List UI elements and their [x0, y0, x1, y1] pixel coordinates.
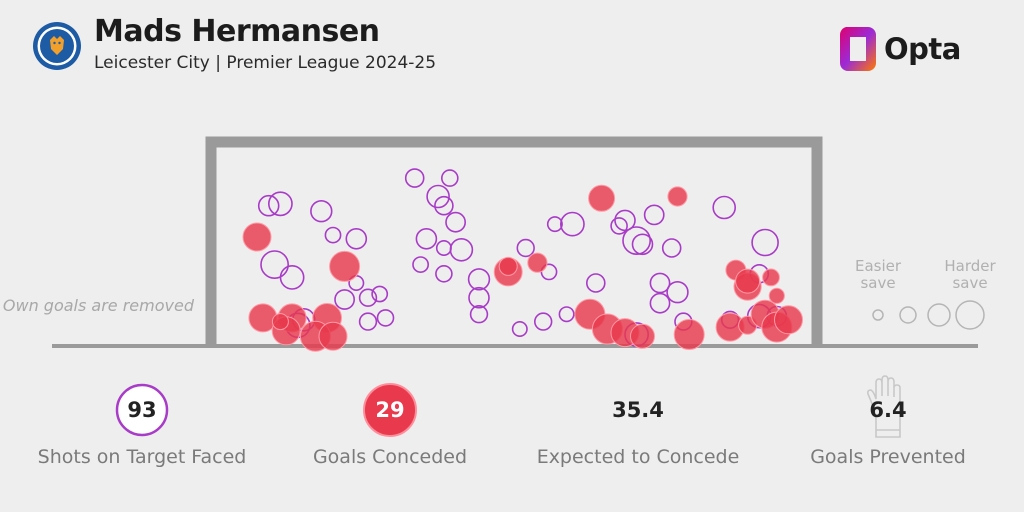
saved-shot-point — [468, 286, 490, 309]
saved-shot-point — [712, 195, 737, 220]
shots-on-target-value: 93 — [127, 398, 157, 422]
opta-brand: Opta — [838, 24, 961, 74]
goal-frame — [205, 136, 823, 346]
saved-shot-point — [585, 273, 606, 293]
goals-prevented-value: 6.4 — [869, 398, 907, 422]
saved-shot-point — [440, 169, 459, 187]
saved-shot-point — [415, 228, 438, 250]
saved-shot-point — [371, 285, 389, 303]
goal-shot-point — [242, 222, 272, 252]
saved-shot-point — [412, 256, 429, 273]
saved-shot-point — [449, 238, 474, 262]
goals-conceded-value: 29 — [375, 398, 405, 422]
goal-shot-point — [768, 287, 785, 304]
saved-shot-point — [435, 240, 452, 257]
legend-size-1 — [872, 309, 884, 321]
goal-shot-point — [588, 184, 616, 212]
goal-shot-point — [271, 313, 289, 331]
saved-shot-point — [426, 184, 450, 209]
goal-shot-point — [667, 186, 688, 207]
legend-easier-label: Easier save — [855, 257, 902, 292]
goal-shot-point — [735, 268, 761, 294]
saved-shot-point — [334, 289, 356, 310]
saved-shot-point — [649, 292, 671, 314]
legend-size-2 — [899, 306, 917, 324]
saved-shot-point — [533, 312, 553, 331]
goal-shot-point — [527, 252, 548, 273]
saved-shot-point — [404, 168, 425, 188]
shots-on-target-ring — [115, 383, 169, 437]
saved-shot-point — [661, 238, 682, 258]
saved-shot-point — [610, 217, 628, 235]
opta-wordmark: Opta — [884, 32, 961, 66]
saved-shot-point — [631, 233, 654, 256]
saved-shot-point — [511, 320, 528, 337]
page-subtitle: Leicester City | Premier League 2024-25 — [94, 53, 437, 73]
saved-shot-point — [434, 195, 454, 216]
saved-shot-point — [469, 305, 489, 324]
saved-shot-point — [279, 264, 305, 290]
goals-conceded-label: Goals Conceded — [312, 446, 468, 468]
goal-shot-point — [762, 268, 780, 287]
page-title: Mads Hermansen — [94, 14, 380, 49]
legend-size-3 — [927, 303, 951, 327]
saved-shot-point — [560, 211, 585, 237]
saved-shot-point — [257, 194, 280, 217]
goal-shot-point — [630, 323, 655, 349]
saved-shot-point — [558, 306, 575, 323]
opta-logo-icon — [839, 27, 876, 71]
goal-shot-point — [318, 321, 348, 351]
saved-shot-point — [267, 191, 293, 217]
saved-shot-point — [622, 226, 652, 256]
saved-shot-point — [445, 211, 467, 233]
legend-harder-label: Harder save — [944, 257, 996, 292]
shots-on-target-label: Shots on Target Faced — [37, 446, 247, 468]
saved-shot-point — [310, 200, 333, 223]
goal-shot-point — [774, 305, 803, 335]
goal-shot-point — [329, 250, 361, 282]
saved-shot-point — [324, 226, 342, 244]
saved-shot-point — [358, 288, 378, 307]
saved-shot-point — [358, 312, 378, 331]
saved-shot-point — [546, 216, 563, 233]
goals-conceded-disc — [363, 383, 417, 437]
leicester-city-crest-icon — [33, 22, 81, 70]
saved-shot-point — [516, 238, 535, 258]
shots-layer — [242, 168, 803, 352]
saved-shot-point — [643, 204, 665, 226]
expected-to-concede-label: Expected to Concede — [536, 446, 740, 468]
goals-prevented-label: Goals Prevented — [810, 446, 966, 468]
goal-shot-point — [673, 319, 705, 350]
legend-size-4 — [955, 300, 985, 330]
saved-shot-point — [649, 272, 671, 294]
saved-shot-point — [435, 264, 453, 283]
own-goals-note: Own goals are removed — [3, 296, 195, 315]
expected-to-concede-value: 35.4 — [612, 398, 664, 422]
saved-shot-point — [467, 268, 491, 291]
saved-shot-point — [376, 309, 395, 327]
saved-shot-point — [260, 250, 290, 280]
saved-shot-point — [666, 281, 689, 304]
saved-shot-point — [345, 228, 368, 250]
goal-shot-point — [498, 256, 518, 276]
saved-shot-point — [751, 228, 779, 257]
goalkeeper-glove-icon — [867, 375, 901, 438]
